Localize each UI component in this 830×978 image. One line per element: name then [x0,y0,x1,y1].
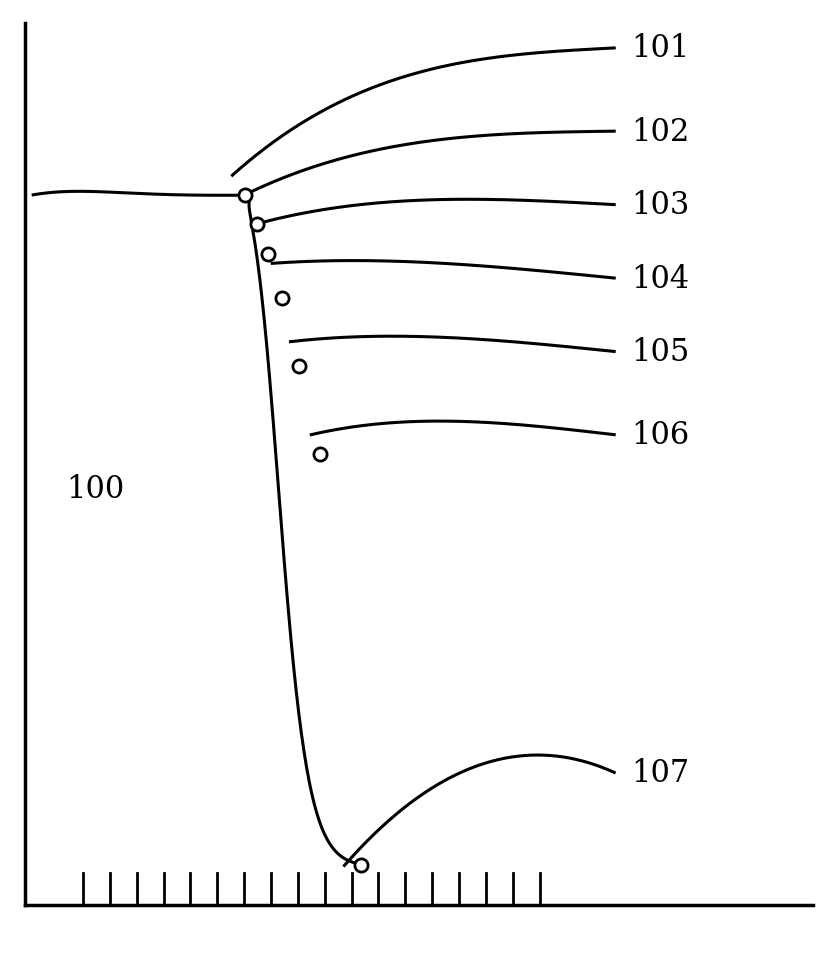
Point [261,246,275,262]
Point [313,447,326,463]
Text: 105: 105 [631,336,689,368]
Point [251,217,264,233]
Text: 107: 107 [631,757,689,788]
Point [238,188,251,203]
Text: 104: 104 [631,263,689,294]
Text: 102: 102 [631,116,689,148]
Text: 100: 100 [66,473,124,505]
Text: 106: 106 [631,420,689,451]
Point [354,858,368,873]
Text: 101: 101 [631,33,689,65]
Point [276,290,289,306]
Point [292,359,305,375]
Text: 103: 103 [631,190,689,221]
